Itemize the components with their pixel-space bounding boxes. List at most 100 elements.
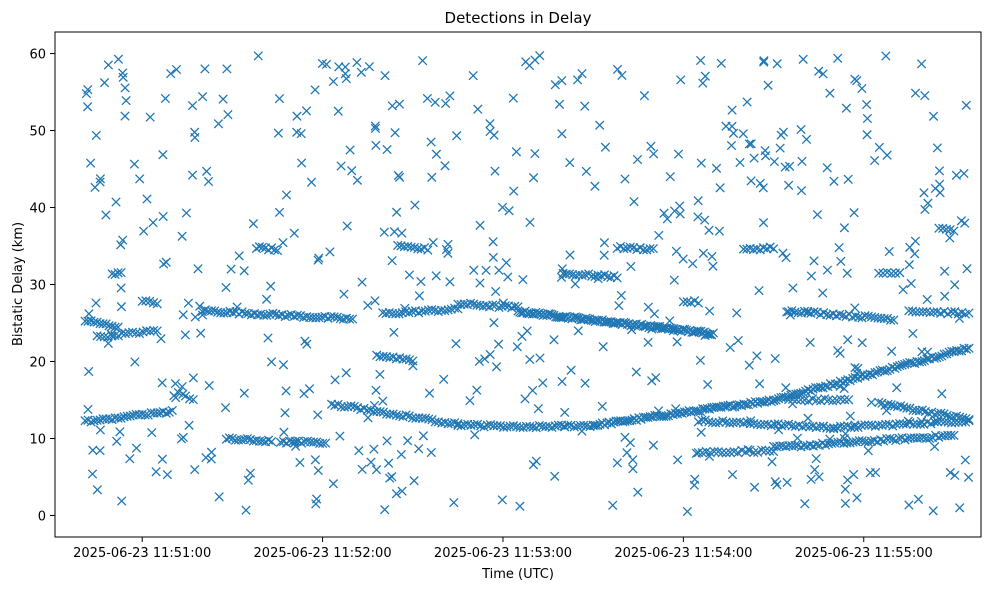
scatter-point [620,432,630,442]
scatter-point [427,172,437,182]
scatter-point [801,421,811,431]
scatter-point [945,233,955,243]
scatter-point [964,308,974,318]
scatter-point [930,183,941,194]
scatter-point [600,142,611,152]
scatter-point [803,307,813,318]
scatter-point [648,440,659,450]
scatter-point [344,314,355,324]
scatter-point [240,308,250,318]
scatter-point [296,158,307,168]
scatter-point [964,343,974,353]
scatter-point [489,318,499,328]
scatter-point [311,494,322,504]
scatter-point [840,395,850,405]
scatter-point [197,310,208,320]
scatter-point [204,380,214,391]
scatter-point [341,368,351,378]
scatter-point [518,274,528,285]
scatter-point [934,166,945,176]
scatter-point [188,373,199,383]
scatter-point [474,356,484,367]
scatter-point [867,420,877,430]
scatter-point [818,288,828,298]
scatter-point [711,163,722,173]
scatter-point [497,495,507,505]
scatter-point [828,396,838,406]
scatter-point [939,409,949,419]
scatter-point [961,344,972,354]
scatter-point [917,405,927,415]
scatter-point [894,433,904,443]
scatter-point [424,414,434,424]
scatter-point [90,182,100,193]
scatter-point [862,113,873,124]
scatter-point [861,99,872,110]
scatter-point [528,173,539,183]
scatter-point [152,299,162,309]
scatter-point [248,219,259,229]
scatter-point [840,484,850,494]
scatter-point [895,268,905,278]
scatter-point [806,474,816,485]
scatter-point [822,163,832,173]
scatter-point [849,208,859,218]
scatter-point [938,223,948,234]
scatter-point [352,57,362,68]
y-tick-label: 20 [29,355,46,370]
scatter-point [226,264,236,274]
scatter-point [431,149,442,159]
scatter-point [698,248,709,258]
scatter-point [101,210,111,220]
scatter-point [364,61,375,72]
scatter-point [203,176,214,187]
scatter-point [135,174,145,184]
scatter-point [963,472,974,482]
scatter-point [95,445,105,456]
scatter-point [197,91,208,102]
scatter-point [280,408,290,418]
scatter-point [599,238,610,248]
scatter-point [645,243,655,254]
scatter-point [809,256,819,266]
scatter-point [767,457,777,467]
scatter-point [302,339,312,349]
scatter-point [81,88,92,99]
scatter-point [672,337,682,347]
scatter-point [754,285,764,296]
scatter-point [152,326,162,336]
scatter-point [178,310,188,320]
scatter-point [124,328,134,338]
scatter-point [602,317,613,327]
scatter-point [920,204,930,215]
scatter-point [465,298,476,308]
scatter-point [325,247,335,257]
scatter-point [310,455,321,465]
scatter-point [752,419,763,430]
scatter-point [369,444,379,454]
scatter-point [942,349,952,359]
scatter-point [763,80,773,90]
scatter-point [785,310,795,320]
scatter-point [671,246,682,256]
scatter-point [695,355,706,366]
scatter-point [743,444,753,455]
scatter-point [903,416,913,426]
scatter-point [776,421,787,431]
scatter-point [313,465,323,476]
scatter-point [488,237,498,247]
scatter-point [725,342,735,353]
scatter-point [625,242,635,252]
scatter-point [443,239,453,250]
scatter-point [145,112,155,122]
scatter-point [921,306,932,317]
scatter-point [190,464,200,475]
scatter-point [485,349,495,360]
scatter-point [218,94,228,104]
scatter-point [577,68,587,79]
scatter-point [902,403,912,413]
scatter-point [633,487,643,497]
scatter-point [488,252,498,263]
scatter-point [188,394,198,405]
